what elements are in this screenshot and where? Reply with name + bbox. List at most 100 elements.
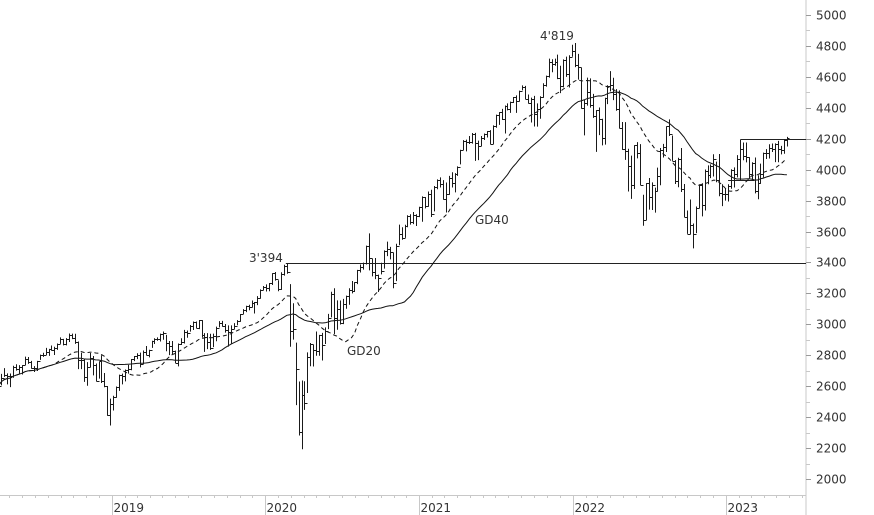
ohlc-bar [676, 157, 681, 188]
ohlc-bar [255, 296, 260, 306]
y-tick-label: 2600 [816, 380, 847, 394]
y-tick-label: 2400 [816, 411, 847, 425]
ohlc-bar [567, 55, 572, 88]
moving-average-gd40 [0, 91, 787, 385]
ohlc-bar [558, 65, 563, 94]
ohlc-bar [703, 169, 708, 211]
ohlc-bar [744, 142, 749, 163]
ohlc-bar [561, 59, 566, 88]
ohlc-bar [473, 132, 478, 161]
ohlc-bar [170, 341, 175, 355]
ohlc-bar [391, 252, 396, 289]
x-tick-label: 2023 [728, 501, 759, 515]
ohlc-bar [782, 139, 787, 154]
x-tick-label: 2019 [114, 501, 145, 515]
ohlc-bar [382, 250, 387, 272]
ohlc-bar [167, 341, 172, 356]
ohlc-bar [764, 149, 769, 159]
ohlc-bar [494, 114, 499, 128]
ohlc-bar [520, 85, 525, 92]
ohlc-bar [229, 325, 234, 344]
label-high-2020: 3'394 [249, 251, 283, 265]
ohlc-bar [52, 346, 57, 355]
ohlc-bar [655, 167, 660, 192]
ohlc-bar [370, 258, 375, 277]
ohlc-bar [488, 130, 493, 145]
ohlc-bar [400, 227, 405, 240]
ohlc-bar [288, 272, 293, 347]
ohlc-bar [217, 321, 222, 329]
ohlc-bar [335, 300, 340, 330]
ohlc-bar [332, 288, 337, 335]
ohlc-bar [44, 347, 49, 356]
ohlc-bar [629, 155, 634, 199]
ohlc-bar [476, 140, 481, 161]
ohlc-bar [735, 155, 740, 178]
ohlc-bar [753, 157, 758, 194]
ohlc-bar [585, 77, 590, 106]
ohlc-bar [194, 321, 199, 329]
ohlc-bar [682, 184, 687, 218]
ohlc-bar [338, 300, 343, 325]
ohlc-bar [405, 215, 410, 228]
ohlc-bar [388, 246, 393, 260]
ohlc-bar [453, 173, 458, 193]
ohlc-bar [385, 241, 390, 257]
ohlc-bar [526, 94, 531, 104]
ohlc-bar [503, 105, 508, 134]
ohlc-bar [226, 325, 231, 347]
ohlc-bar [67, 333, 72, 342]
ohlc-bar [738, 139, 743, 168]
ohlc-bar [270, 273, 275, 286]
ohlc-bar [750, 162, 755, 181]
ohlc-bar [417, 206, 422, 218]
ohlc-bar [632, 145, 637, 189]
y-tick-label: 3800 [816, 195, 847, 209]
ohlc-bar [408, 214, 413, 225]
moving-average-gd20 [0, 79, 788, 385]
ohlc-bar [420, 196, 425, 222]
ohlc-bar [411, 212, 416, 225]
ohlc-bar [182, 329, 187, 344]
y-tick-label: 4600 [816, 71, 847, 85]
ohlc-bar [305, 352, 310, 404]
ohlc-bar [626, 148, 631, 192]
ohlc-bar [691, 223, 696, 249]
ohlc-bar [544, 75, 549, 87]
ohlc-bar [714, 159, 719, 183]
ohlc-bar [535, 103, 540, 127]
ohlc-bar [173, 350, 178, 364]
ohlc-bar [208, 333, 213, 350]
ohlc-bar [747, 157, 752, 179]
ohlc-bar [579, 67, 584, 109]
ohlc-bar [685, 210, 690, 235]
ohlc-bar [729, 169, 734, 189]
ohlc-bar [720, 184, 725, 207]
ohlc-bar [241, 309, 246, 315]
ohlc-bar [252, 302, 257, 314]
ohlc-bar [82, 358, 87, 382]
ohlc-bar [320, 332, 325, 361]
ohlc-bar [426, 191, 431, 207]
ohlc-bar [49, 345, 54, 351]
ohlc-bar [120, 373, 125, 385]
ohlc-bar [23, 356, 28, 366]
moving-averages [0, 79, 788, 385]
ohlc-bar [608, 71, 613, 92]
ohlc-bar [767, 144, 772, 159]
ohlc-bar [261, 285, 266, 291]
ohlc-bar [620, 122, 625, 150]
ohlc-bar [297, 369, 302, 436]
ohlc-bar [706, 165, 711, 185]
ohlc-bar [532, 95, 537, 127]
ohlc-bar [264, 284, 269, 292]
ohlc-bar [600, 118, 605, 146]
ohlc-bar [300, 380, 305, 450]
ohlc-bar [508, 101, 513, 113]
ohlc-bar [329, 291, 334, 319]
y-tick-label: 4400 [816, 102, 847, 116]
ohlc-bar [202, 333, 207, 352]
ohlc-bar [102, 373, 107, 388]
ohlc-bar [197, 320, 202, 330]
ohlc-bar [688, 199, 693, 235]
